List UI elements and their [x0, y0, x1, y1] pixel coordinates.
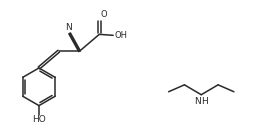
Text: N: N — [65, 23, 72, 32]
Text: H: H — [201, 97, 208, 106]
Text: HO: HO — [32, 114, 46, 124]
Text: O: O — [100, 11, 107, 19]
Text: OH: OH — [114, 31, 127, 40]
Text: N: N — [194, 97, 201, 106]
